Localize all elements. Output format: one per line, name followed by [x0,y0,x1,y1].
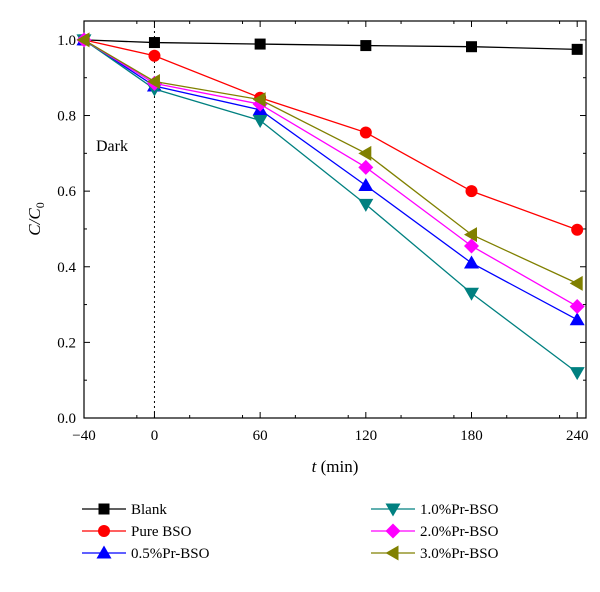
x-axis-title: t (min) [312,457,359,476]
x-tick-label: 180 [460,428,483,444]
data-point [360,40,372,52]
series-4 [76,32,585,314]
y-tick-label: 0.2 [57,335,76,351]
legend-label: 2.0%Pr-BSO [420,524,499,540]
x-tick-label: 120 [355,428,378,444]
series-line [83,39,578,321]
series-5 [76,32,583,291]
y-tick-label: 0.4 [57,260,76,276]
series-1 [78,33,584,236]
series-group [76,32,585,381]
legend-marker [96,545,112,559]
legend-item: 0.5%Pr-BSO [82,545,210,562]
data-point [358,177,374,191]
data-point [569,298,585,314]
legend-item: 2.0%Pr-BSO [371,523,499,540]
legend-item: 1.0%Pr-BSO [371,502,499,518]
legend-label: Pure BSO [131,524,192,540]
x-tick-label: 0 [151,428,159,444]
data-point [252,114,268,128]
legend-marker [98,525,110,537]
legend-marker [98,503,110,515]
data-point [464,227,478,243]
x-tick-label: −40 [72,428,95,444]
plot-frame [83,20,587,419]
series-line [83,39,578,308]
y-tick-label: 0.8 [57,109,76,125]
legend-label: Blank [131,502,167,518]
legend: Blank Pure BSO 0.5%Pr-BSO 1.0%Pr-BSO 2.0%Pr-… [82,502,499,562]
data-point [358,198,374,212]
legend-label: 0.5%Pr-BSO [131,546,210,562]
y-tick-label: 1.0 [57,33,76,49]
legend-marker [385,545,399,561]
data-point [148,37,160,49]
legend-item: 3.0%Pr-BSO [371,545,499,562]
data-point [148,49,161,62]
legend-marker [385,503,401,517]
data-point [464,238,480,254]
data-point [569,275,583,291]
y-axis-title: C/C0 [25,202,47,235]
data-point [466,41,478,53]
y-tick-label: 0.6 [57,184,76,200]
series-line [83,39,578,51]
x-tick-label: 60 [253,428,268,444]
data-point [464,255,480,269]
data-point [359,126,372,139]
legend-label: 1.0%Pr-BSO [420,502,499,518]
data-point [571,223,584,236]
series-line [83,39,578,374]
data-point [358,145,372,161]
series-line [83,39,578,231]
series-line [83,39,578,284]
legend-item: Blank [82,502,167,518]
data-point [146,73,160,89]
data-point [76,32,90,48]
data-point [569,312,585,326]
data-point [254,38,266,50]
data-point [465,185,478,198]
y-tick-label: 0.0 [57,411,76,427]
legend-item: Pure BSO [82,524,192,540]
data-point [569,367,585,381]
data-point [358,159,374,175]
data-point [464,287,480,301]
dark-annotation: Dark [96,138,128,155]
data-point [571,43,583,55]
data-point [252,92,266,108]
x-tick-label: 240 [566,428,589,444]
legend-label: 3.0%Pr-BSO [420,546,499,562]
axis-ticks: −40 0 60 120 180 240 0.0 0.2 0.4 0.6 0.8 1.0 [57,21,588,444]
series-2 [76,32,585,326]
legend-marker [385,523,401,539]
